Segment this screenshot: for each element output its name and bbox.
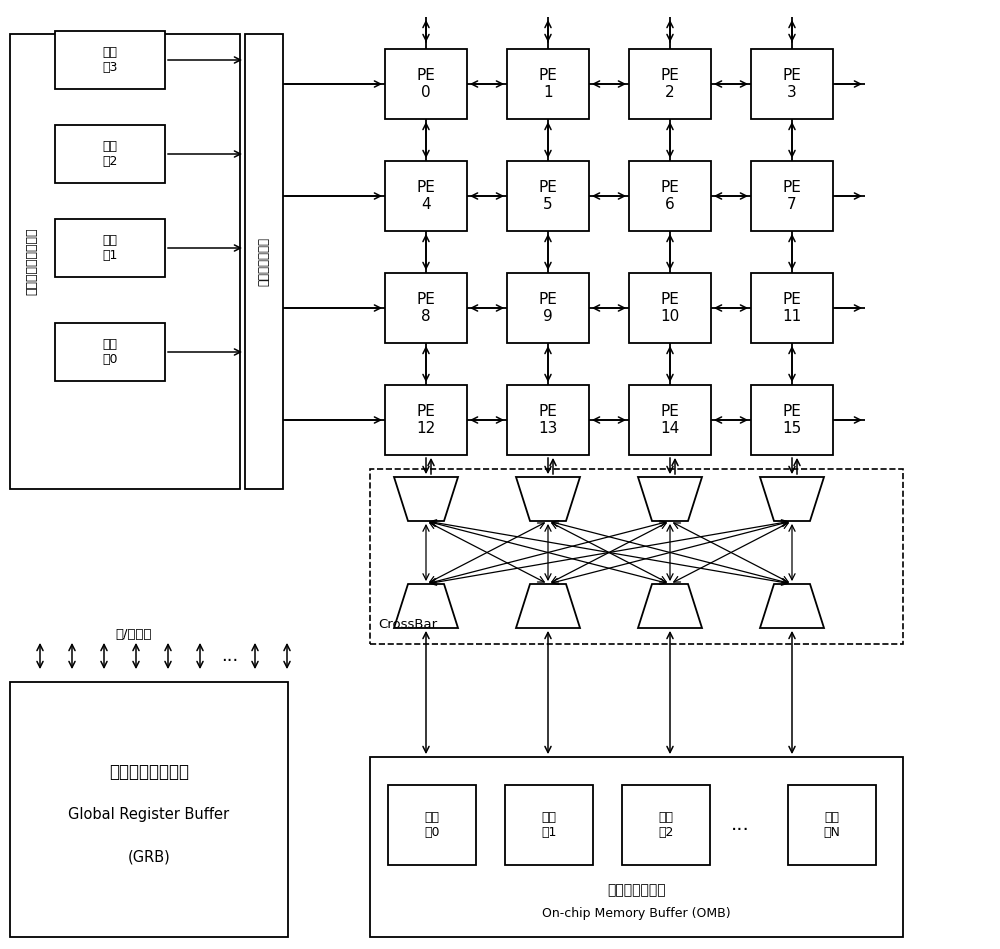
Bar xyxy=(507,273,589,343)
Text: PE
3: PE 3 xyxy=(783,67,801,101)
Bar xyxy=(370,757,903,937)
Text: PE
5: PE 5 xyxy=(539,179,557,213)
Text: ...: ... xyxy=(221,647,239,665)
Text: PE
2: PE 2 xyxy=(661,67,679,101)
Bar xyxy=(55,31,165,89)
Bar xyxy=(385,161,467,231)
Bar xyxy=(388,785,476,865)
Text: 存储
体0: 存储 体0 xyxy=(424,811,440,839)
Bar xyxy=(55,323,165,381)
Text: CrossBar: CrossBar xyxy=(378,618,437,631)
Text: PE
6: PE 6 xyxy=(661,179,679,213)
Bar xyxy=(505,785,593,865)
Text: PE
1: PE 1 xyxy=(539,67,557,101)
Bar xyxy=(507,49,589,119)
Bar xyxy=(751,49,833,119)
Bar xyxy=(629,273,711,343)
Text: PE
15: PE 15 xyxy=(782,404,802,437)
Text: PE
12: PE 12 xyxy=(416,404,436,437)
Bar xyxy=(507,385,589,455)
Text: 片上配置文件存储器: 片上配置文件存储器 xyxy=(26,228,38,295)
Bar xyxy=(245,34,283,489)
Bar xyxy=(55,125,165,183)
Text: On-chip Memory Buffer (OMB): On-chip Memory Buffer (OMB) xyxy=(542,906,731,920)
Bar xyxy=(751,385,833,455)
Bar xyxy=(507,161,589,231)
Bar xyxy=(751,161,833,231)
Bar xyxy=(385,49,467,119)
Bar xyxy=(55,219,165,277)
Text: 存储
体2: 存储 体2 xyxy=(102,140,118,168)
Text: 配置文件控制器: 配置文件控制器 xyxy=(257,237,270,286)
Text: 读/写端口: 读/写端口 xyxy=(116,627,152,641)
Text: PE
10: PE 10 xyxy=(660,291,680,325)
Bar xyxy=(622,785,710,865)
Text: 全局寄存器缓冲区: 全局寄存器缓冲区 xyxy=(109,762,189,780)
Text: 存储
体0: 存储 体0 xyxy=(102,338,118,366)
Bar xyxy=(385,385,467,455)
Text: PE
11: PE 11 xyxy=(782,291,802,325)
Text: PE
8: PE 8 xyxy=(417,291,435,325)
Text: 存储
体3: 存储 体3 xyxy=(102,46,118,74)
Text: 片上存储寄存器: 片上存储寄存器 xyxy=(607,883,666,897)
Bar xyxy=(788,785,876,865)
Bar xyxy=(385,273,467,343)
Bar xyxy=(10,682,288,937)
Text: PE
14: PE 14 xyxy=(660,404,680,437)
Text: (GRB): (GRB) xyxy=(128,850,170,865)
Text: ...: ... xyxy=(731,815,749,834)
Text: PE
7: PE 7 xyxy=(783,179,801,213)
Text: 存储
体1: 存储 体1 xyxy=(541,811,557,839)
Bar xyxy=(370,469,903,644)
Text: PE
4: PE 4 xyxy=(417,179,435,213)
Text: PE
13: PE 13 xyxy=(538,404,558,437)
Bar xyxy=(10,34,240,489)
Bar xyxy=(629,161,711,231)
Text: PE
9: PE 9 xyxy=(539,291,557,325)
Bar xyxy=(751,273,833,343)
Text: 存储
体N: 存储 体N xyxy=(824,811,840,839)
Text: Global Register Buffer: Global Register Buffer xyxy=(68,807,230,822)
Text: 存储
体1: 存储 体1 xyxy=(102,234,118,262)
Bar xyxy=(629,49,711,119)
Bar xyxy=(629,385,711,455)
Text: PE
0: PE 0 xyxy=(417,67,435,101)
Text: 存储
体2: 存储 体2 xyxy=(658,811,674,839)
